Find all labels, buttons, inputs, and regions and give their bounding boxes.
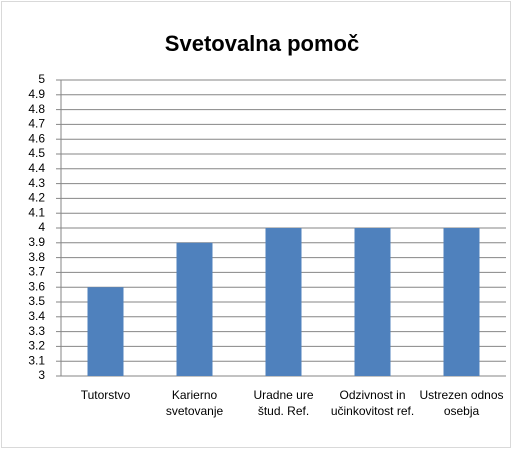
y-tick-label: 4.9 [28,87,45,101]
y-tick-label: 4.6 [28,131,45,145]
y-tick-label: 4.2 [28,191,45,205]
y-tick-label: 4 [38,220,45,234]
y-tick-label: 3.1 [28,353,45,367]
bar [265,228,302,376]
y-tick-label: 3.8 [28,250,45,264]
bar [176,242,213,376]
x-tick-label: Uradne ure štud. Ref. [253,388,314,418]
y-tick-label: 3.5 [28,294,45,308]
y-tick-label: 4.3 [28,176,45,190]
x-tick-label: Karierno svetovanje [165,388,224,418]
y-tick-label: 4.1 [28,205,45,219]
x-tick-label: Tutorstvo [80,388,131,402]
y-tick-label: 4.8 [28,102,45,116]
y-tick-label: 4.4 [28,161,45,175]
y-tick-label: 3.6 [28,279,45,293]
y-tick-label: 3 [38,368,45,382]
chart-title: Svetovalna pomoč [165,31,359,56]
y-tick-label: 3.3 [28,324,45,338]
x-tick-label: Odzivnost in učinkovitost ref. [330,388,415,418]
y-tick-label: 5 [38,72,45,86]
x-tick-label: Ustrezen odnos osebja [419,388,504,418]
y-tick-label: 3.2 [28,339,45,353]
y-tick-label: 4.7 [28,117,45,131]
y-tick-label: 3.9 [28,235,45,249]
y-tick-label: 3.7 [28,265,45,279]
y-tick-label: 3.4 [28,309,45,323]
y-tick-label: 4.5 [28,146,45,160]
bar [354,228,391,376]
bar [87,287,124,376]
bar [443,228,480,376]
